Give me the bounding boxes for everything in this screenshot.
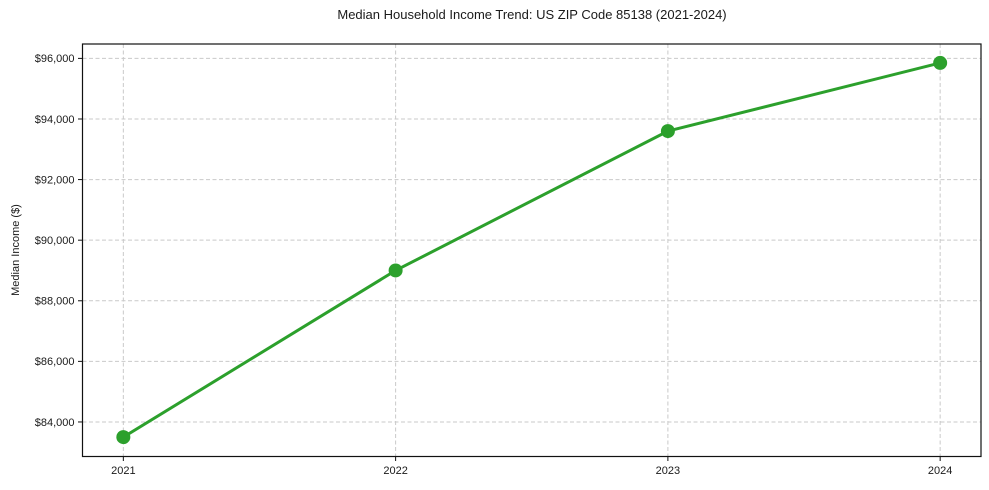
y-tick-label: $84,000 bbox=[35, 417, 75, 429]
data-point bbox=[933, 55, 948, 70]
y-tick-label: $90,000 bbox=[35, 235, 75, 247]
data-point bbox=[388, 263, 403, 278]
trend-line bbox=[121, 61, 942, 439]
x-tick-label: 2022 bbox=[383, 465, 407, 477]
chart-title: Median Household Income Trend: US ZIP Co… bbox=[337, 7, 727, 22]
y-tick-label: $88,000 bbox=[35, 296, 75, 308]
data-point bbox=[660, 124, 675, 139]
plot-border bbox=[81, 43, 982, 458]
data-point bbox=[116, 430, 131, 445]
x-tick-label: 2024 bbox=[928, 465, 952, 477]
x-tick-label: 2021 bbox=[111, 465, 135, 477]
y-tick-label: $94,000 bbox=[35, 114, 75, 126]
y-tick-label: $92,000 bbox=[35, 174, 75, 186]
y-tick-label: $96,000 bbox=[35, 53, 75, 65]
y-tick-label: $86,000 bbox=[35, 356, 75, 368]
x-tick-label: 2023 bbox=[656, 465, 680, 477]
